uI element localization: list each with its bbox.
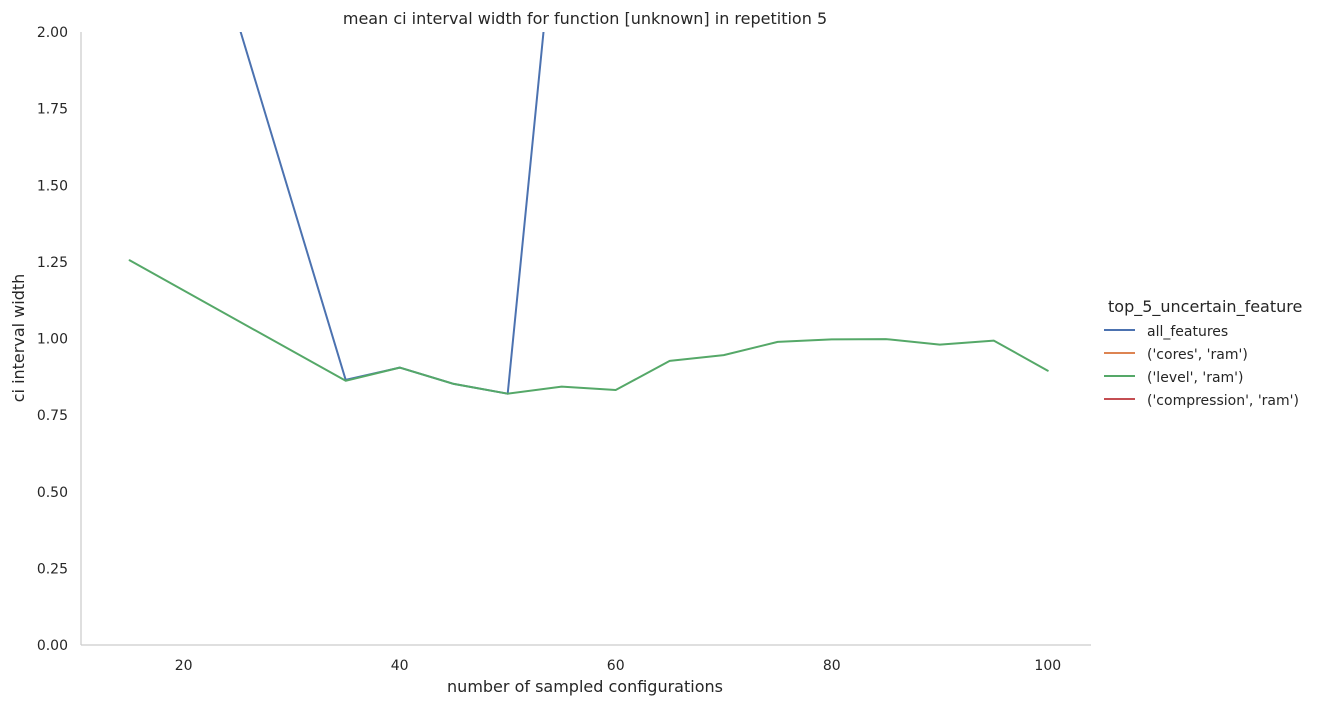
- series-line-0: [239, 32, 545, 395]
- y-tick-label: 0.00: [37, 638, 68, 654]
- x-tick-label: 20: [175, 658, 193, 674]
- legend-label: ('compression', 'ram'): [1147, 393, 1299, 409]
- x-tick-label: 60: [607, 658, 625, 674]
- y-axis-ticks: 0.00 0.25 0.50 0.75 1.00 1.25 1.50 1.75 2.00: [37, 25, 68, 654]
- y-tick-label: 0.50: [37, 485, 68, 501]
- legend-label: ('level', 'ram'): [1147, 370, 1243, 386]
- plot-area: [128, 32, 1049, 395]
- series-line-2: [128, 259, 1049, 395]
- y-tick-label: 2.00: [37, 25, 68, 41]
- legend-title: top_5_uncertain_feature: [1108, 297, 1302, 317]
- y-tick-label: 1.25: [37, 255, 68, 271]
- x-tick-label: 100: [1034, 658, 1061, 674]
- y-axis-title: ci interval width: [9, 274, 28, 403]
- chart-title: mean ci interval width for function [unk…: [343, 9, 827, 28]
- x-tick-label: 40: [391, 658, 409, 674]
- y-tick-label: 1.50: [37, 178, 68, 194]
- legend-label: all_features: [1147, 324, 1228, 340]
- x-axis-title: number of sampled configurations: [447, 677, 723, 696]
- x-axis-ticks: 20 40 60 80 100: [175, 658, 1061, 674]
- y-tick-label: 0.75: [37, 408, 68, 424]
- legend-label: ('cores', 'ram'): [1147, 347, 1248, 363]
- legend: top_5_uncertain_feature all_features ('co…: [1104, 297, 1302, 409]
- y-tick-label: 1.00: [37, 332, 68, 348]
- y-tick-label: 0.25: [37, 561, 68, 577]
- x-tick-label: 80: [823, 658, 841, 674]
- y-tick-label: 1.75: [37, 102, 68, 118]
